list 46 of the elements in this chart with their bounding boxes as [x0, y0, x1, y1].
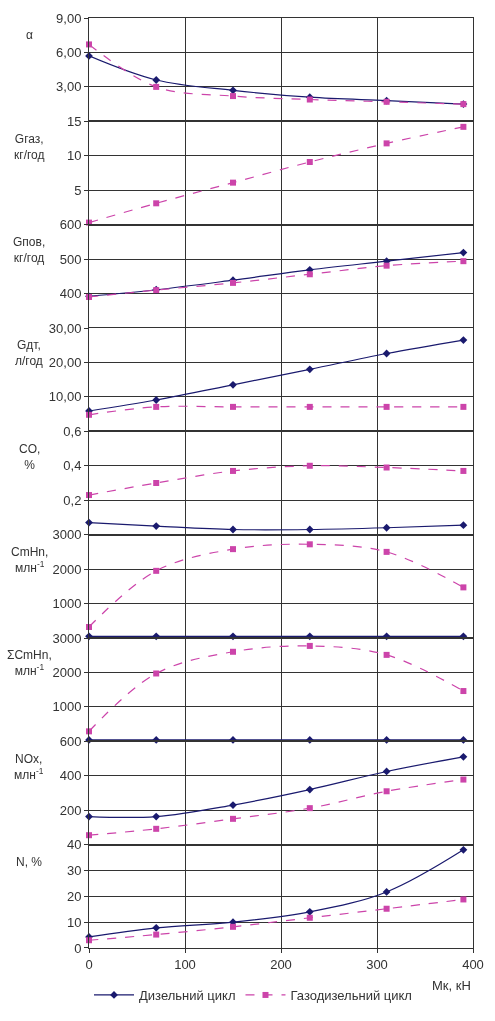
- y-tick-label: 2000: [52, 561, 82, 577]
- y-axis-title: CO, %: [19, 442, 41, 472]
- y-tick-label: 9,00: [56, 10, 82, 26]
- y-tick-label: 2000: [52, 664, 82, 680]
- y-axis-title: α: [26, 28, 33, 42]
- y-tick-label: 1000: [52, 596, 82, 612]
- y-tick-label: 0: [74, 940, 82, 956]
- x-tick-label: 200: [270, 956, 292, 972]
- y-tick-label: 500: [59, 251, 82, 267]
- x-tick-label: 400: [462, 956, 484, 972]
- y-axis-title: Gдт, л/год: [15, 338, 43, 368]
- x-axis-title: Мк, кН: [432, 978, 471, 993]
- y-axis-title: CmHn, млн$^{-1}$: [11, 545, 49, 575]
- y-axis-title: ΣCmHn, млн$^{-1}$: [7, 648, 52, 678]
- y-tick-label: 15: [66, 113, 82, 129]
- x-tick-label: 0: [85, 956, 93, 972]
- legend-label: Дизельний цикл: [139, 988, 236, 1004]
- y-tick-label: 400: [59, 286, 82, 302]
- y-tick-label: 20: [66, 888, 82, 904]
- y-tick-label: 0,2: [63, 492, 82, 508]
- legend-label: Газодизельний цикл: [290, 988, 412, 1004]
- x-tick-label: 100: [174, 956, 196, 972]
- y-tick-label: 30,00: [48, 320, 82, 336]
- y-tick-label: 0,6: [63, 423, 82, 439]
- y-tick-label: 600: [59, 217, 82, 233]
- y-tick-label: 3000: [52, 527, 82, 543]
- y-axis-title: NOx, млн$^{-1}$: [14, 752, 44, 782]
- y-tick-label: 400: [59, 768, 82, 784]
- y-tick-label: 6,00: [56, 44, 82, 60]
- y-tick-label: 600: [59, 733, 82, 749]
- y-tick-label: 20,00: [48, 354, 82, 370]
- y-axis-title: N, %: [16, 855, 43, 869]
- y-tick-label: 10: [66, 148, 82, 164]
- y-tick-label: 10,00: [48, 389, 82, 405]
- y-axis-title: Gпов, кг/год: [13, 235, 46, 265]
- y-tick-label: 3,00: [56, 79, 82, 95]
- y-tick-label: 0,4: [63, 458, 82, 474]
- y-axis-title: Gгаз, кг/год: [14, 132, 45, 162]
- y-tick-label: 30: [66, 863, 82, 879]
- y-tick-label: 10: [66, 914, 82, 930]
- y-tick-label: 5: [74, 182, 82, 198]
- y-tick-label: 3000: [52, 630, 82, 646]
- x-tick-label: 300: [366, 956, 388, 972]
- y-tick-label: 40: [66, 837, 82, 853]
- y-tick-label: 200: [59, 802, 82, 818]
- y-tick-label: 1000: [52, 699, 82, 715]
